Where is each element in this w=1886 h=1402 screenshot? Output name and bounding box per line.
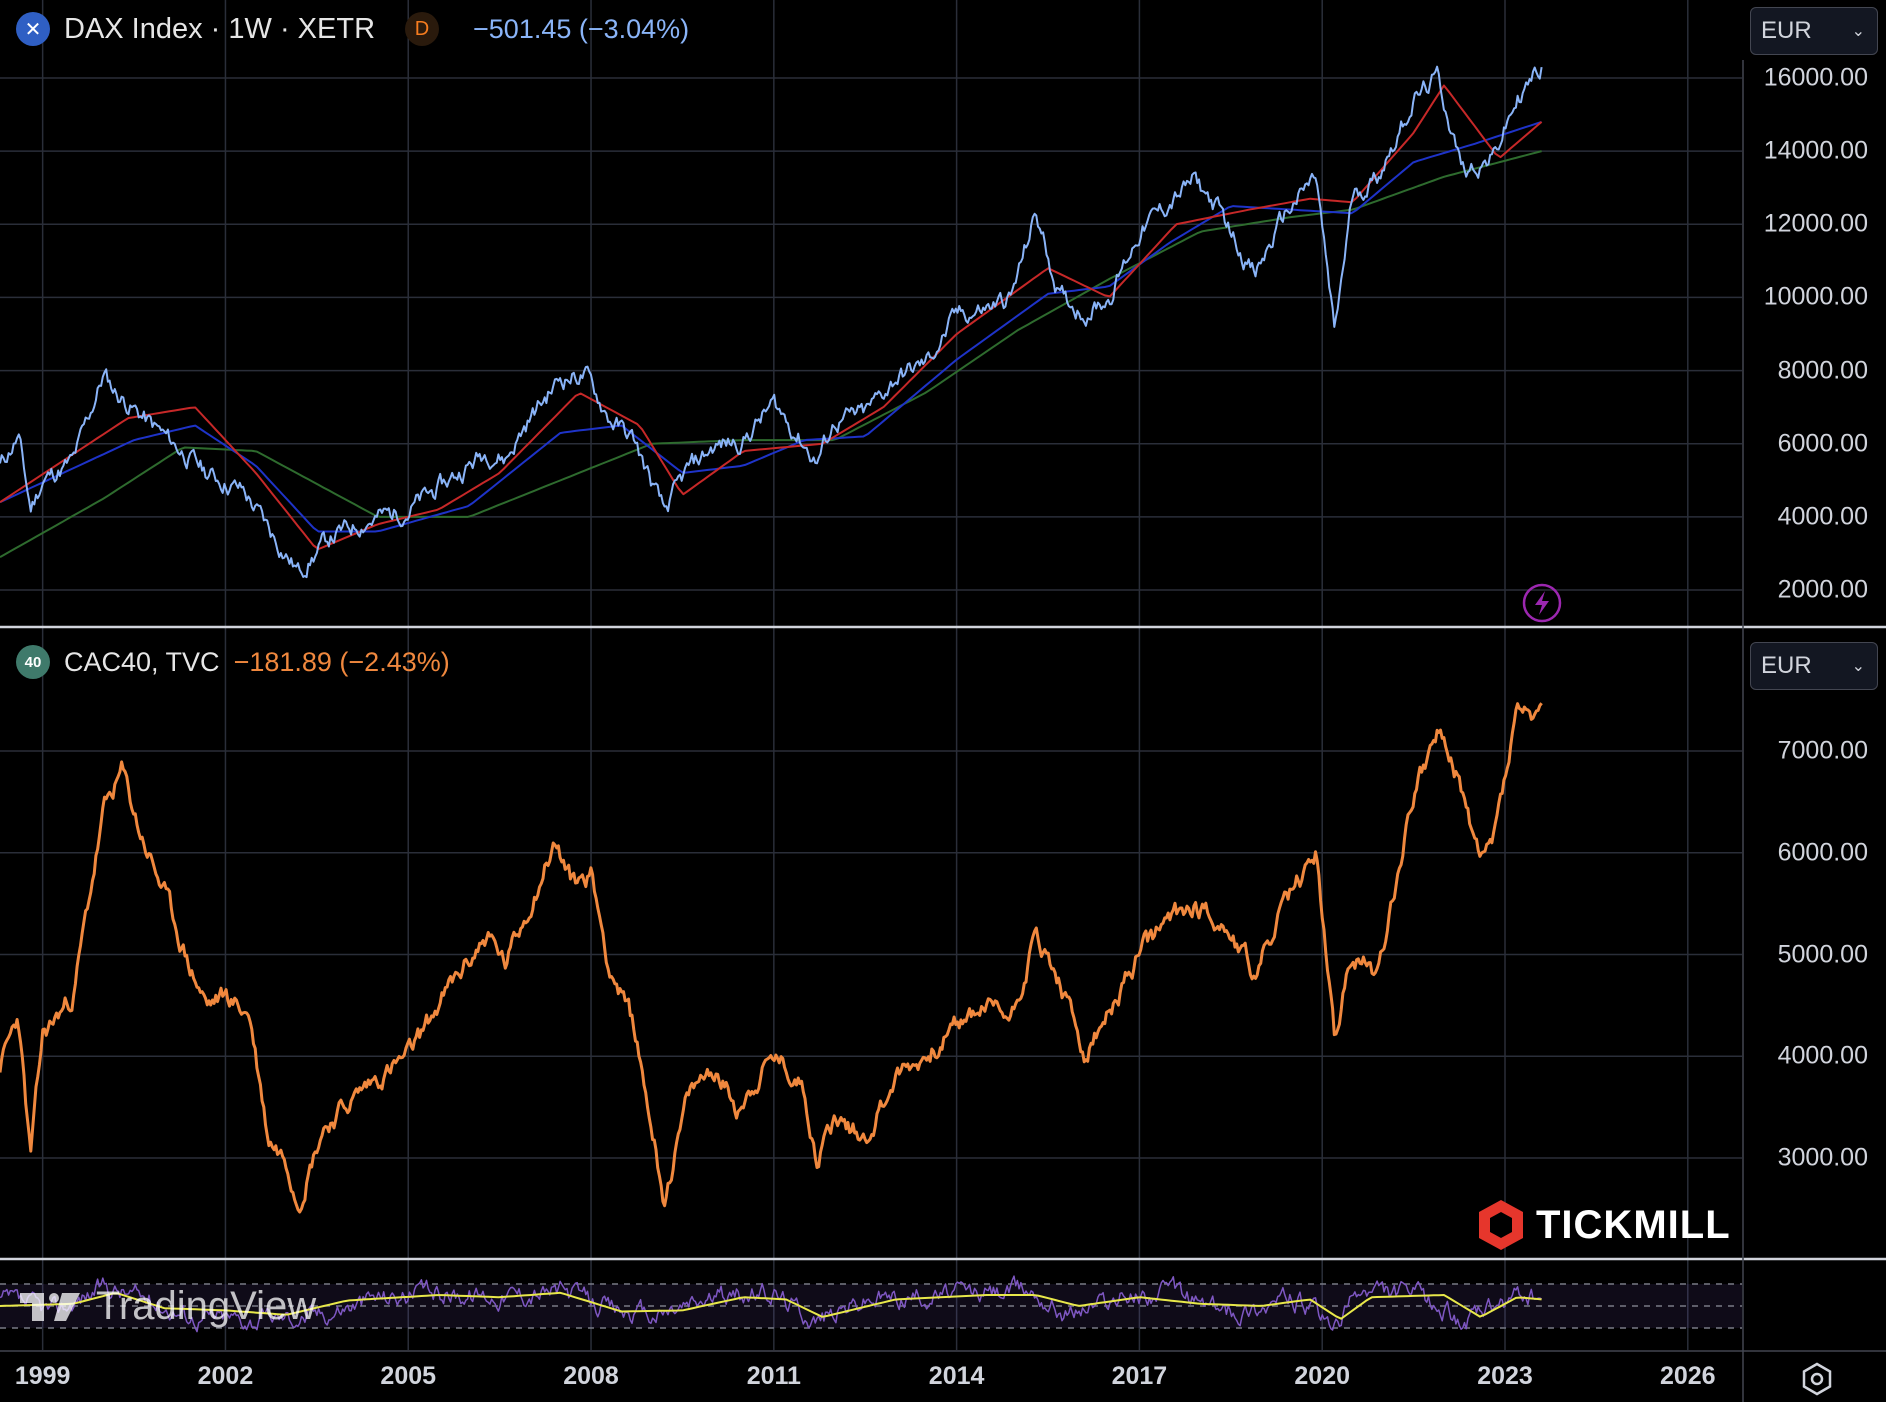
y-tick-label: 6000.00 [1777, 838, 1868, 867]
data-delay-badge[interactable]: D [405, 12, 440, 46]
settings-gear-icon[interactable] [1800, 1362, 1834, 1396]
currency-select-bottom[interactable]: EUR ⌄ [1750, 642, 1878, 690]
x-tick-label: 2005 [380, 1362, 437, 1390]
rsi-signal-line[interactable] [0, 1291, 1542, 1320]
dax-legend[interactable]: ✕ DAX Index · 1W · XETR D −501.45 (−3.04… [16, 12, 689, 46]
chevron-down-icon: ⌄ [1851, 658, 1865, 675]
cac40-price-line[interactable] [0, 702, 1543, 1214]
y-tick-label: 16000.00 [1763, 63, 1868, 92]
x-tick-label: 2008 [563, 1362, 619, 1390]
lightning-icon[interactable] [1521, 582, 1563, 624]
cac40-icon: 40 [16, 645, 50, 679]
y-tick-label: 7000.00 [1777, 736, 1868, 765]
ma-green-line[interactable] [0, 150, 1542, 558]
x-tick-label: 1999 [14, 1362, 71, 1390]
y-tick-label: 14000.00 [1763, 136, 1868, 165]
y-tick-label: 5000.00 [1777, 940, 1868, 968]
tickmill-wordmark: TICKMILL [1536, 1202, 1731, 1247]
ma-red-line[interactable] [0, 84, 1543, 550]
cac-change: −181.89 (−2.43%) [233, 646, 450, 677]
x-tick-label: 2020 [1294, 1362, 1351, 1390]
dax-title: DAX Index · 1W · XETR [64, 12, 376, 45]
tradingview-logo: TradingView [18, 1284, 316, 1329]
dax-price-line[interactable] [0, 65, 1543, 579]
ma-blue-line[interactable] [0, 120, 1542, 533]
tickmill-logo: TICKMILL [1476, 1198, 1731, 1252]
tradingview-icon [20, 1292, 80, 1321]
rsi-line[interactable] [0, 1275, 1542, 1333]
x-tick-label: 2023 [1477, 1362, 1533, 1390]
tradingview-wordmark: TradingView [96, 1284, 317, 1328]
x-tick-label: 2011 [746, 1362, 801, 1390]
y-tick-label: 8000.00 [1777, 356, 1868, 385]
y-tick-label: 10000.00 [1763, 282, 1868, 311]
x-icon: ✕ [16, 12, 50, 46]
chevron-down-icon: ⌄ [1851, 23, 1865, 40]
currency-label: EUR [1761, 652, 1812, 679]
x-tick-label: 2014 [928, 1362, 985, 1390]
y-tick-label: 2000.00 [1777, 575, 1868, 604]
cac-legend[interactable]: 40 CAC40, TVC −181.89 (−2.43%) [16, 645, 450, 679]
x-tick-label: 2017 [1111, 1362, 1168, 1390]
y-tick-label: 4000.00 [1777, 1041, 1868, 1070]
y-tick-label: 6000.00 [1777, 429, 1868, 458]
currency-select-top[interactable]: EUR ⌄ [1750, 7, 1878, 55]
cac-title: CAC40, TVC [64, 646, 220, 677]
dax-change: −501.45 (−3.04%) [473, 13, 690, 44]
currency-label: EUR [1761, 17, 1812, 44]
y-tick-label: 12000.00 [1763, 209, 1868, 238]
tickmill-icon [1479, 1200, 1523, 1250]
y-tick-label: 3000.00 [1777, 1143, 1868, 1172]
x-tick-label: 2002 [197, 1362, 254, 1390]
y-tick-label: 4000.00 [1777, 502, 1868, 531]
x-tick-label: 2026 [1659, 1362, 1716, 1390]
